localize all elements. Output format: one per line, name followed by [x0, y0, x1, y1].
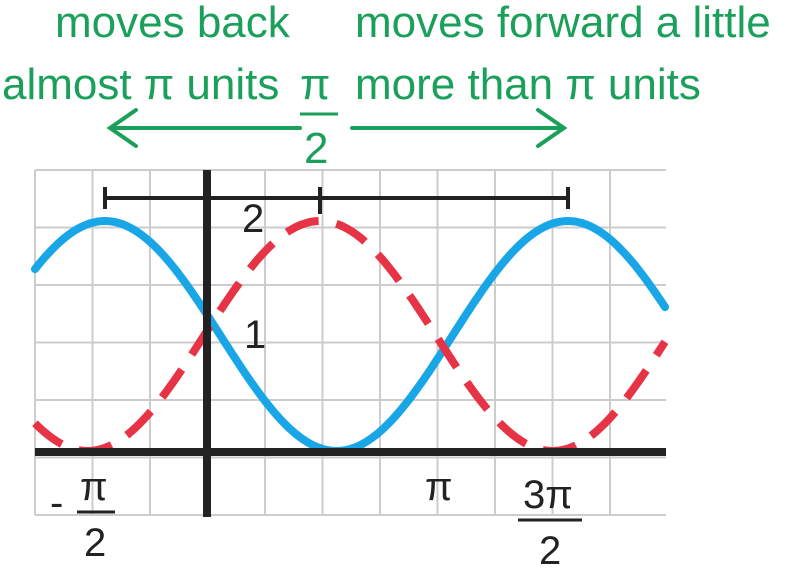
- x-label-pi: π: [425, 465, 453, 509]
- red-dashed-curve: [32, 216, 669, 455]
- center-fraction-numerator: π: [300, 60, 330, 109]
- blue-sine-curve: [31, 217, 669, 455]
- measure-bracket: [103, 187, 570, 214]
- right-annotation-line1: moves forward a little: [355, 0, 771, 47]
- y-label-two: 2: [242, 197, 264, 241]
- left-annotation-line1: moves back: [55, 0, 291, 47]
- x-label-neg-minus: -: [50, 481, 63, 525]
- x-label-neg-denominator: 2: [84, 521, 106, 565]
- x-label-3pi-denominator: 2: [539, 529, 561, 569]
- left-annotation-line2: almost π units: [2, 60, 279, 109]
- x-label-3pi-numerator: 3π: [523, 473, 573, 517]
- arrow-right: [350, 108, 568, 148]
- right-annotation-line2: more than π units: [355, 60, 701, 109]
- arrow-left: [106, 108, 302, 148]
- y-label-one: 1: [244, 313, 266, 357]
- center-fraction-denominator: 2: [304, 124, 328, 173]
- x-label-neg-numerator: π: [80, 465, 108, 509]
